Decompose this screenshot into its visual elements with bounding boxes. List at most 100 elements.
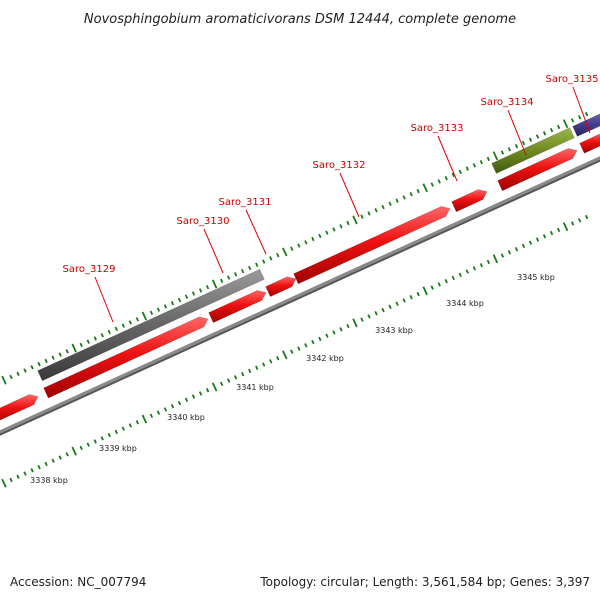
outer-tick bbox=[219, 278, 224, 283]
inner-tick bbox=[100, 436, 104, 441]
outer-tick bbox=[255, 262, 259, 267]
gene-leader-line bbox=[245, 209, 267, 255]
inner-tick bbox=[381, 307, 385, 313]
inner-tick bbox=[360, 317, 364, 322]
inner-tick bbox=[141, 414, 148, 424]
inner-tick bbox=[444, 278, 448, 284]
outer-tick bbox=[402, 195, 406, 200]
inner-tick bbox=[332, 330, 336, 335]
scale-label: 3338 kbp bbox=[30, 476, 68, 485]
inner-tick bbox=[528, 240, 533, 245]
backbone-line bbox=[0, 156, 600, 434]
outer-tick bbox=[318, 233, 322, 239]
inner-tick bbox=[451, 275, 455, 281]
inner-tick bbox=[269, 359, 273, 364]
outer-tick bbox=[451, 172, 455, 178]
inner-tick bbox=[500, 253, 505, 258]
outer-tick bbox=[388, 201, 392, 207]
outer-tick bbox=[71, 343, 77, 353]
outer-tick bbox=[198, 288, 203, 293]
gene-label: Saro_3135 bbox=[546, 74, 599, 85]
scale-label: 3341 kbp bbox=[236, 383, 274, 392]
cds-feature-saro-3132 bbox=[293, 206, 451, 285]
inner-tick bbox=[16, 474, 20, 479]
inner-tick bbox=[402, 298, 406, 303]
outer-tick bbox=[51, 355, 55, 360]
outer-tick bbox=[409, 192, 413, 197]
inner-tick bbox=[93, 439, 97, 444]
gene-feature-olive bbox=[491, 127, 575, 174]
cds-feature-saro-3131 bbox=[265, 276, 297, 297]
inner-tick bbox=[114, 429, 118, 435]
scale-label: 3344 kbp bbox=[446, 299, 484, 308]
inner-tick bbox=[163, 407, 168, 412]
outer-tick bbox=[352, 215, 358, 225]
inner-tick bbox=[226, 378, 231, 383]
inner-tick bbox=[234, 375, 238, 380]
outer-tick bbox=[486, 156, 491, 162]
gene-leader-line bbox=[94, 276, 114, 323]
inner-tick bbox=[170, 404, 175, 409]
inner-tick bbox=[191, 394, 196, 399]
inner-tick bbox=[71, 446, 77, 456]
cds-feature-saro-3133 bbox=[451, 189, 488, 213]
inner-tick bbox=[304, 343, 308, 348]
inner-tick bbox=[128, 423, 133, 428]
inner-tick bbox=[318, 336, 322, 342]
map-title: Novosphingobium aromaticivorans DSM 1244… bbox=[84, 12, 516, 27]
inner-tick bbox=[23, 471, 27, 476]
inner-tick bbox=[325, 333, 329, 338]
outer-tick bbox=[570, 118, 575, 123]
inner-tick bbox=[416, 291, 420, 297]
outer-tick bbox=[58, 352, 62, 357]
cds-feature-saro-3130 bbox=[208, 290, 267, 323]
outer-tick bbox=[395, 198, 399, 203]
outer-tick bbox=[65, 349, 69, 354]
inner-tick bbox=[492, 254, 499, 264]
gene-leader-line bbox=[339, 172, 360, 218]
scale-labels: 3338 kbp 3339 kbp 3340 kbp 3341 kbp 3342 kbp… bbox=[30, 273, 555, 485]
outer-tick bbox=[374, 208, 378, 213]
outer-tick bbox=[346, 220, 350, 226]
outer-tick bbox=[93, 336, 97, 341]
outer-tick bbox=[549, 127, 554, 133]
outer-tick bbox=[381, 204, 385, 210]
outer-tick bbox=[262, 259, 266, 264]
inner-tick bbox=[479, 262, 484, 268]
inner-tick bbox=[79, 445, 83, 451]
inner-tick bbox=[198, 391, 203, 396]
gene-features bbox=[0, 113, 600, 421]
inner-tick bbox=[465, 269, 469, 274]
inner-tick bbox=[486, 259, 491, 265]
outer-tick bbox=[9, 374, 13, 380]
outer-tick bbox=[507, 147, 512, 152]
outer-tick bbox=[226, 275, 231, 280]
outer-tick bbox=[360, 214, 364, 219]
gene-label: Saro_3133 bbox=[411, 123, 464, 134]
outer-tick bbox=[290, 246, 294, 251]
inner-tick bbox=[149, 413, 154, 419]
genome-backbone bbox=[0, 156, 600, 436]
cds-feature-saro-3134 bbox=[497, 148, 578, 192]
inner-tick bbox=[556, 227, 561, 233]
inner-tick-track bbox=[1, 214, 589, 488]
outer-tick bbox=[23, 368, 27, 373]
cds-feature-saro-3128 bbox=[0, 394, 39, 421]
gene-leader-line bbox=[203, 228, 224, 274]
inner-tick bbox=[219, 381, 224, 386]
scale-label: 3339 kbp bbox=[99, 444, 137, 453]
inner-tick bbox=[339, 327, 343, 332]
outer-tick bbox=[500, 150, 505, 155]
gene-leader-line bbox=[437, 135, 458, 182]
outer-tick bbox=[367, 211, 371, 216]
inner-tick bbox=[30, 468, 34, 473]
outer-tick bbox=[1, 375, 7, 385]
inner-tick bbox=[472, 266, 476, 271]
outer-tick bbox=[163, 304, 168, 309]
outer-tick bbox=[458, 169, 462, 174]
gene-feature-purple bbox=[572, 113, 600, 137]
outer-tick bbox=[422, 183, 428, 193]
inner-tick bbox=[51, 458, 55, 463]
outer-tick bbox=[170, 301, 175, 306]
